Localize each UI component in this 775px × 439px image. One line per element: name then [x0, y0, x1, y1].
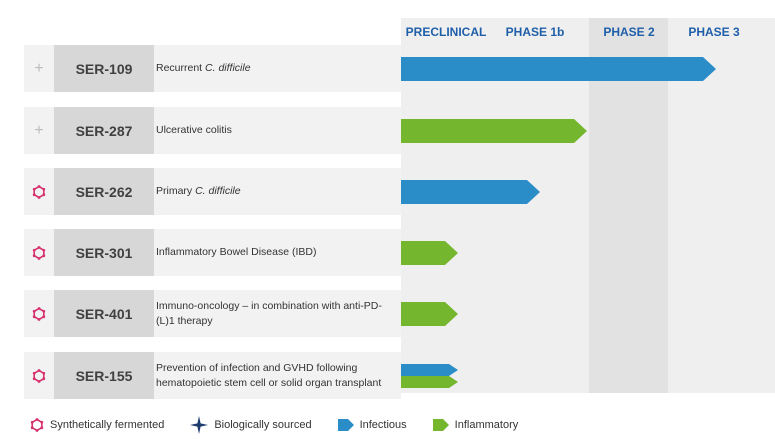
indication-italic-text: C. difficile [195, 185, 241, 198]
infectious-progress-bar [401, 363, 458, 376]
phase-header-phase3: PHASE 3 [688, 25, 740, 39]
inflammatory-progress-bar [401, 118, 587, 143]
legend-biological-label: Biologically sourced [214, 419, 312, 431]
inflammatory-arrow [401, 375, 458, 388]
legend: Synthetically fermented Biologically sou… [30, 415, 544, 435]
pipeline-row: SER-155 Prevention of infection and GVHD … [24, 352, 774, 399]
indication-text: Inflammatory Bowel Disease (IBD) [156, 246, 317, 259]
synthetic-molecule-icon [24, 352, 54, 399]
indication-text: Recurrent [156, 62, 206, 75]
indication-italic-text: C. difficile [205, 62, 251, 75]
program-code: SER-301 [54, 229, 154, 276]
infectious-arrow [401, 56, 716, 81]
program-indication: Immuno-oncology – in combination with an… [156, 290, 396, 337]
inflammatory-progress-bar [401, 375, 458, 388]
indication-text: Immuno-oncology – in combination with an… [156, 300, 382, 327]
synthetic-molecule-icon [24, 290, 54, 337]
phase-band-phase2 [589, 18, 668, 393]
indication-text: Ulcerative colitis [156, 124, 232, 137]
program-indication: Prevention of infection and GVHD followi… [156, 352, 396, 399]
indication-text: Primary [156, 185, 196, 198]
legend-synthetic-label: Synthetically fermented [50, 419, 165, 431]
phase-header-phase2: PHASE 2 [603, 25, 655, 39]
program-code: SER-401 [54, 290, 154, 337]
program-indication: Ulcerative colitis [156, 107, 396, 154]
legend-infectious-label: Infectious [359, 419, 407, 431]
program-code: SER-262 [54, 168, 154, 215]
phase-header-phase1b: PHASE 1b [505, 25, 565, 39]
indication-text: Prevention of infection and GVHD followi… [156, 362, 382, 389]
pipeline-row: SER-301 Inflammatory Bowel Disease (IBD) [24, 229, 774, 276]
legend-inflammatory: Inflammatory [432, 419, 519, 431]
synthetic-molecule-icon [24, 168, 54, 215]
program-code: SER-287 [54, 107, 154, 154]
infectious-swatch-icon [337, 419, 354, 431]
program-indication: Inflammatory Bowel Disease (IBD) [156, 229, 396, 276]
synthetic-molecule-icon [30, 418, 44, 432]
legend-synthetic: Synthetically fermented [30, 418, 164, 432]
infectious-arrow [401, 363, 458, 376]
phase-header-preclinical: PRECLINICAL [405, 25, 487, 39]
legend-inflammatory-label: Inflammatory [454, 419, 519, 431]
program-code: SER-109 [54, 45, 154, 92]
inflammatory-progress-bar [401, 240, 458, 265]
program-indication: Primary C. difficile [156, 168, 396, 215]
program-code: SER-155 [54, 352, 154, 399]
plus-icon: + [34, 59, 44, 77]
phase-band-phase1b [491, 18, 589, 393]
biological-star-icon [190, 416, 209, 434]
synthetic-molecule-icon [24, 229, 54, 276]
inflammatory-arrow [401, 240, 458, 265]
inflammatory-arrow [401, 118, 587, 143]
inflammatory-arrow [401, 301, 458, 326]
infectious-progress-bar [401, 179, 540, 204]
plus-icon: + [34, 121, 44, 139]
phase-band-preclinical [401, 18, 491, 393]
pipeline-row: SER-401 Immuno-oncology – in combination … [24, 290, 774, 337]
pipeline-row: + SER-109 Recurrent C. difficile [24, 45, 774, 92]
inflammatory-progress-bar [401, 301, 458, 326]
pipeline-row: + SER-287 Ulcerative colitis [24, 107, 774, 154]
legend-infectious: Infectious [337, 419, 407, 431]
infectious-progress-bar [401, 56, 716, 81]
pipeline-row: SER-262 Primary C. difficile [24, 168, 774, 215]
legend-biological: Biologically sourced [190, 416, 312, 434]
phase-band-phase3 [668, 18, 775, 393]
infectious-arrow [401, 179, 540, 204]
inflammatory-swatch-icon [432, 419, 449, 431]
program-indication: Recurrent C. difficile [156, 45, 396, 92]
